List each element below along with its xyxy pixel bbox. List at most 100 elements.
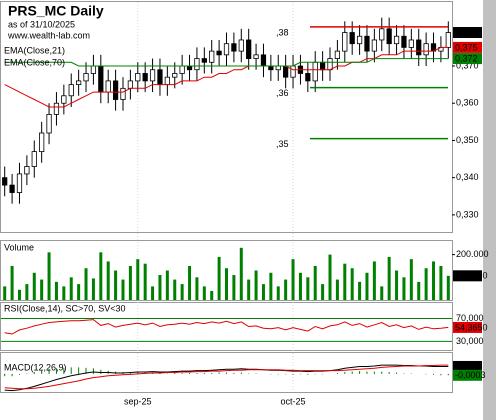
value-marker-label: 0,372 [455, 53, 478, 63]
indicator-line [4, 364, 449, 390]
value-marker [453, 41, 482, 53]
value-marker-label: 0,379 [455, 27, 478, 37]
volume-bar [25, 284, 29, 300]
volume-bar [210, 290, 214, 300]
macd-panel [0, 352, 453, 393]
volume-bar [313, 265, 317, 300]
volume-bar [343, 263, 347, 300]
volume-bar [195, 277, 199, 300]
volume-bar [143, 263, 147, 300]
plot-layer: sep-25 oct-25 0,370 0,360 0,350 0,340 0,330 ,38… [1, 2, 489, 406]
candle-body [186, 65, 193, 71]
volume-bar [232, 275, 236, 300]
y-tick-label: 70,000 [456, 313, 484, 323]
volume-bar [188, 265, 192, 300]
volume-bar [173, 279, 177, 300]
candle-body [327, 58, 333, 71]
candle-body [356, 35, 363, 45]
volume-bar [254, 270, 258, 300]
candle-body [149, 69, 156, 82]
volume-bar [165, 270, 169, 300]
volume-panel [0, 240, 453, 301]
candle-body [379, 28, 385, 41]
candle-body [223, 43, 230, 56]
legend-entry: EMA(Close,70) [4, 57, 65, 67]
value-marker [453, 369, 482, 381]
volume-bar [114, 270, 118, 300]
candle-body [253, 54, 259, 59]
volume-bar [350, 268, 354, 300]
candle-body [342, 32, 348, 52]
volume-bar [217, 256, 221, 300]
volume-bar [62, 286, 66, 300]
y-tick-label: 0,330 [456, 209, 479, 219]
candle-body [164, 76, 170, 86]
candle-body [142, 73, 148, 82]
source: www.wealth-lab.com [7, 30, 90, 40]
rsi-panel [0, 302, 453, 351]
volume-bar [395, 270, 399, 300]
volume-bar [380, 286, 384, 300]
candle-body [98, 65, 104, 93]
volume-bar [276, 286, 280, 300]
candle-body [231, 43, 237, 52]
value-marker-label: 54,3650 [455, 322, 488, 332]
x-tick-label: oct-25 [281, 396, 306, 406]
panel-title: MACD(12,26,9) [4, 362, 67, 372]
volume-bar [84, 268, 88, 300]
candle-body [172, 73, 178, 78]
volume-bar [10, 265, 14, 300]
volume-bar [158, 275, 162, 300]
candle-body [209, 50, 215, 63]
volume-bar [54, 281, 58, 300]
side-strip [483, 0, 496, 420]
candle-body [401, 35, 407, 48]
volume-bar [261, 284, 265, 300]
candle-body [68, 84, 74, 97]
volume-bar [151, 286, 155, 300]
indicator-line [4, 319, 449, 335]
candle-body [268, 65, 274, 71]
volume-bar [328, 254, 332, 300]
value-marker-label: 106.550 [455, 271, 488, 281]
candle-body [393, 35, 400, 45]
panel-title: RSI(Close,14), SC>70, SV<30 [4, 303, 126, 313]
volume-bar [17, 289, 21, 300]
candle-body [416, 39, 422, 56]
candle-body [305, 73, 311, 82]
value-marker [453, 27, 482, 39]
volume-bar [417, 281, 421, 300]
volume-bar [321, 284, 325, 300]
candle-body [179, 65, 185, 74]
y-tick-label: 0,350 [456, 135, 479, 145]
volume-bar [284, 279, 288, 300]
volume-bar [446, 275, 450, 300]
indicator-line [4, 364, 449, 392]
volume-bar [402, 277, 406, 300]
volume-bar [432, 261, 436, 300]
value-marker [453, 321, 482, 333]
volume-bar [47, 252, 51, 300]
level-label: ,38 [276, 27, 289, 37]
y-tick-label: 0,340 [456, 172, 479, 182]
candle-body [46, 113, 52, 134]
level-label: ,36 [276, 88, 289, 98]
volume-bar [424, 268, 428, 300]
volume-bar [269, 272, 273, 300]
value-marker [453, 270, 482, 282]
volume-bar [69, 277, 73, 300]
candle-body [319, 61, 326, 71]
volume-bar [335, 279, 339, 300]
value-marker-label: 0,375 [455, 42, 478, 52]
value-marker [453, 53, 482, 65]
volume-bar [358, 281, 362, 300]
volume-bar [202, 286, 206, 300]
legend-entry: EMA(Close,21) [4, 45, 65, 55]
candle-body [83, 73, 89, 82]
candle-body [9, 184, 15, 193]
ema-line [4, 58, 449, 67]
candle-body [90, 65, 97, 74]
candle-body [39, 132, 45, 153]
candle-body [371, 39, 377, 52]
